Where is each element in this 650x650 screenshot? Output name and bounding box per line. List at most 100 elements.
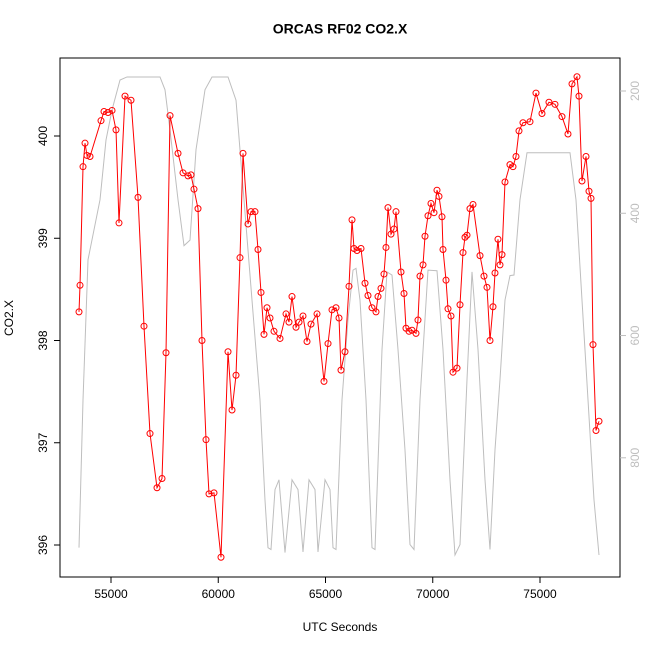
data-point [104, 108, 112, 116]
data-point [285, 318, 293, 326]
data-point [320, 377, 328, 385]
data-point [558, 113, 566, 121]
data-point [174, 149, 182, 157]
data-point [578, 177, 586, 185]
data-point [100, 107, 108, 115]
x-tick-label: 60000 [202, 587, 236, 601]
data-point [81, 139, 89, 147]
data-point [184, 172, 192, 180]
data-point [313, 310, 321, 318]
data-point [538, 110, 546, 118]
data-point [158, 475, 166, 483]
data-point [348, 216, 356, 224]
data-point [146, 430, 154, 438]
data-point [86, 152, 94, 160]
data-point [405, 327, 413, 335]
data-point [582, 152, 590, 160]
data-point [414, 316, 422, 324]
data-point [335, 314, 343, 322]
data-point [276, 334, 284, 342]
data-point [469, 201, 477, 209]
data-point [232, 371, 240, 379]
y2-tick-label: 600 [628, 325, 642, 345]
data-point [108, 106, 116, 114]
data-point [224, 348, 232, 356]
data-point [328, 306, 336, 314]
data-point [519, 119, 527, 127]
data-point [292, 323, 300, 331]
y2-tick-label: 200 [628, 81, 642, 101]
data-point [382, 243, 390, 251]
data-point [166, 112, 174, 120]
data-point [512, 152, 520, 160]
data-point [341, 348, 349, 356]
data-point [486, 337, 494, 345]
data-point [384, 204, 392, 212]
data-point [127, 96, 135, 104]
data-point [573, 73, 581, 81]
data-point [179, 169, 187, 177]
data-point [251, 208, 259, 216]
data-point [260, 330, 268, 338]
data-point [345, 282, 353, 290]
data-point [299, 312, 307, 320]
data-point [435, 192, 443, 200]
data-point [368, 304, 376, 312]
data-point [421, 232, 429, 240]
data-point [134, 193, 142, 201]
data-point [205, 490, 213, 498]
data-point [198, 337, 206, 345]
data-point [390, 225, 398, 233]
data-point [400, 289, 408, 297]
data-point [121, 92, 129, 100]
data-point [76, 281, 84, 289]
data-point [75, 308, 83, 316]
data-point [112, 126, 120, 134]
data-point [236, 254, 244, 262]
data-point [202, 436, 210, 444]
data-point [307, 320, 315, 328]
y-axis-label: CO2.X [2, 300, 16, 336]
data-point [332, 304, 340, 312]
data-point [374, 293, 382, 301]
data-point [210, 489, 218, 497]
data-point [430, 209, 438, 217]
data-point [228, 406, 236, 414]
chart-title: ORCAS RF02 CO2.X [273, 21, 408, 37]
x-tick-label: 65000 [309, 587, 343, 601]
data-point [444, 305, 452, 313]
data-point [438, 213, 446, 221]
y-tick-label: 396 [36, 535, 50, 555]
data-point [115, 219, 123, 227]
data-point [489, 303, 497, 311]
data-point [424, 212, 432, 220]
data-point [595, 417, 603, 425]
data-point [551, 100, 559, 108]
data-point [244, 220, 252, 228]
data-point [592, 426, 600, 434]
data-point [419, 261, 427, 269]
data-point [501, 178, 509, 186]
data-point [247, 208, 255, 216]
data-point [79, 163, 87, 171]
y2-tick-label: 800 [628, 447, 642, 467]
data-point [416, 272, 424, 280]
data-point [282, 310, 290, 318]
data-point [194, 205, 202, 213]
data-point [257, 288, 265, 296]
data-point [217, 553, 225, 561]
data-point [459, 249, 467, 257]
data-point [461, 233, 469, 241]
data-point [564, 130, 572, 138]
data-point [442, 276, 450, 284]
data-point [483, 283, 491, 291]
data-point [153, 484, 161, 492]
data-point [377, 284, 385, 292]
data-point [449, 368, 457, 376]
data-point [412, 329, 420, 337]
data-point [496, 261, 504, 269]
x-axis-label: UTC Seconds [303, 620, 378, 634]
data-point [433, 186, 441, 194]
x-tick-label: 75000 [523, 587, 557, 601]
